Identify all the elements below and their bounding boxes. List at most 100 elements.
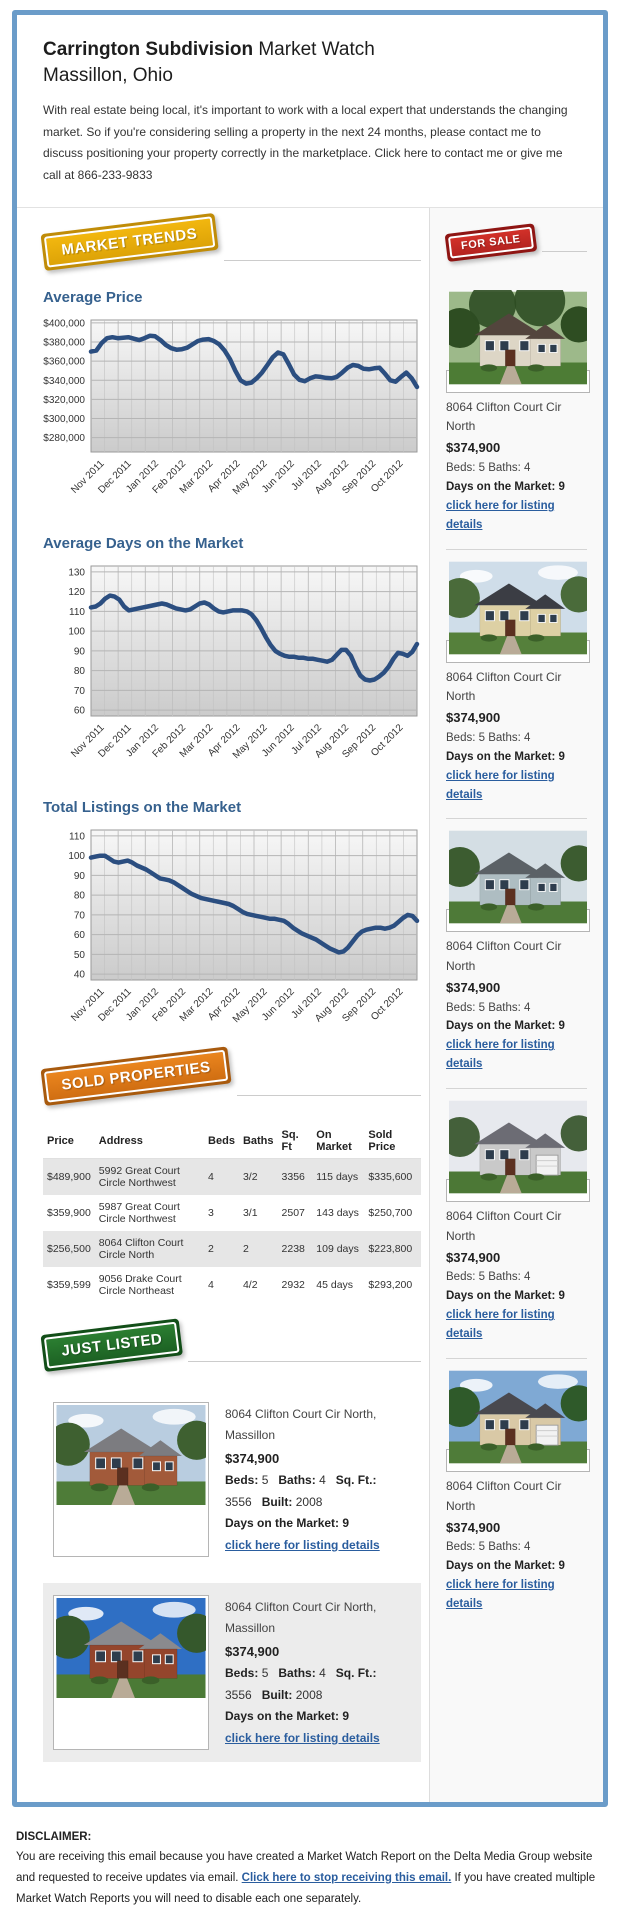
email-page: Carrington Subdivision Market Watch Mass… <box>0 10 620 1929</box>
svg-text:70: 70 <box>74 910 86 921</box>
beds-baths: Beds: 5 Baths: 4 <box>446 461 531 474</box>
svg-text:$320,000: $320,000 <box>43 395 85 406</box>
listing-details: 8064 Clifton Court Cir North $374,900 Be… <box>446 937 587 1074</box>
cell-sold-price: $293,200 <box>368 1278 413 1291</box>
page-title: Carrington Subdivision Market Watch Mass… <box>43 37 577 88</box>
just-listed-header: JUST LISTED <box>40 1317 421 1374</box>
cell-beds: 3 <box>208 1206 214 1219</box>
for-sale-listing: 8064 Clifton Court Cir North $374,900 Be… <box>439 1359 597 1628</box>
cell-on-market: 45 days <box>316 1278 354 1291</box>
days-on-market: Days on the Market: 9 <box>446 1020 565 1033</box>
table-row: $359,900 5987 Great Court Circle Northwe… <box>43 1195 421 1231</box>
report-header: Carrington Subdivision Market Watch Mass… <box>17 15 603 207</box>
table-row: $256,500 8064 Clifton Court Circle North… <box>43 1230 421 1267</box>
title-suffix: Market Watch <box>253 39 375 60</box>
property-photo <box>439 1370 597 1473</box>
listing-address: 8064 Clifton Court Cir North <box>446 939 562 974</box>
table-row: $359,599 9056 Drake Court Circle Northea… <box>43 1267 421 1303</box>
days-on-market: Days on the Market: 9 <box>225 1516 350 1531</box>
listing-details-link[interactable]: click here for listing details <box>446 1039 555 1071</box>
col-beds: Beds <box>204 1123 239 1159</box>
svg-text:40: 40 <box>74 969 86 980</box>
listing-details-link[interactable]: click here for listing details <box>446 1309 555 1341</box>
svg-text:120: 120 <box>68 587 85 598</box>
sqft-label: Sq. Ft.: <box>335 1666 377 1681</box>
beds-label: Beds: <box>225 1666 259 1681</box>
cell-baths: 3/2 <box>238 1158 278 1195</box>
sold-properties-table: Price Address Beds Baths Sq. Ft On Marke… <box>43 1123 421 1303</box>
svg-text:80: 80 <box>74 890 86 901</box>
beds-baths: Beds: 5 Baths: 4 <box>446 731 531 744</box>
svg-text:80: 80 <box>74 666 86 677</box>
col-address: Address <box>94 1123 205 1159</box>
baths-label: Baths: <box>278 1473 316 1488</box>
property-photo <box>439 561 597 663</box>
report-frame: Carrington Subdivision Market Watch Mass… <box>12 10 608 1807</box>
average-days-title: Average Days on the Market <box>43 534 244 552</box>
average-price-title: Average Price <box>43 288 143 306</box>
listing-details-link[interactable]: click here for listing details <box>225 1538 380 1553</box>
divider <box>237 1094 421 1096</box>
property-photo <box>46 1401 217 1557</box>
cell-address: 5992 Great Court Circle Northwest <box>94 1158 205 1195</box>
svg-text:130: 130 <box>68 567 85 578</box>
for-sale-listing: 8064 Clifton Court Cir North $374,900 Be… <box>439 550 597 820</box>
beds-baths: Beds: 5 Baths: 4 <box>446 1541 531 1554</box>
total-listings-chart-block: Total Listings on the Market 110 100 90 80 7… <box>43 799 421 1049</box>
just-listed-item: 8064 Clifton Court Cir North, Massillon … <box>43 1390 421 1569</box>
cell-sold-price: $223,800 <box>364 1230 421 1267</box>
total-listings-chart: 110 100 90 80 70 60 50 40 Nov 2011 Dec 2011 Jan 20… <box>43 824 421 1049</box>
listing-price: $374,900 <box>225 1643 280 1659</box>
listing-details: 8064 Clifton Court Cir North $374,900 Be… <box>446 398 587 535</box>
sqft-value: 3556 <box>225 1494 252 1509</box>
cell-address: 5987 Great Court Circle Northwest <box>98 1200 180 1225</box>
average-price-chart-block: Average Price $400,000 $380,000 $360,000 $3… <box>43 289 421 521</box>
sold-properties-label: SOLD PROPERTIES <box>43 1049 229 1103</box>
listing-price: $374,900 <box>225 1450 280 1466</box>
unsubscribe-link[interactable]: Click here to stop receiving this email. <box>241 1871 452 1884</box>
listing-details-link[interactable]: click here for listing details <box>225 1730 380 1745</box>
cell-price: $359,599 <box>47 1278 91 1291</box>
beds-baths: Beds: 5 Baths: 4 <box>446 1271 531 1284</box>
just-listed-stamp: JUST LISTED <box>40 1317 184 1372</box>
svg-text:$380,000: $380,000 <box>43 337 85 348</box>
days-on-market: Days on the Market: 9 <box>446 480 565 493</box>
listing-address: 8064 Clifton Court Cir North <box>446 1479 562 1514</box>
svg-text:110: 110 <box>69 831 85 842</box>
for-sale-stamp: FOR SALE <box>444 222 537 262</box>
cell-baths: 4/2 <box>242 1278 258 1291</box>
days-on-market: Days on the Market: 9 <box>225 1709 350 1724</box>
property-photo <box>439 831 597 933</box>
for-sale-listing: 8064 Clifton Court Cir North $374,900 Be… <box>439 819 597 1090</box>
svg-text:60: 60 <box>74 930 86 941</box>
built-value: 2008 <box>295 1687 323 1702</box>
table-row: $489,900 5992 Great Court Circle Northwe… <box>43 1158 421 1195</box>
listing-address: 8064 Clifton Court Cir North <box>446 399 562 434</box>
market-trends-label: MARKET TRENDS <box>43 216 215 268</box>
svg-text:$400,000: $400,000 <box>43 318 85 329</box>
baths-value: 4 <box>319 1666 326 1681</box>
cell-price: $489,900 <box>43 1158 95 1195</box>
listing-details-link[interactable]: click here for listing details <box>446 499 555 531</box>
cell-on-market: 109 days <box>312 1230 365 1267</box>
beds-label: Beds: <box>225 1473 259 1488</box>
beds-value: 5 <box>261 1473 269 1488</box>
cell-address: 8064 Clifton Court Circle North <box>94 1230 205 1267</box>
listing-details-link[interactable]: click here for listing details <box>446 769 555 801</box>
sold-properties-header: SOLD PROPERTIES <box>40 1046 421 1108</box>
baths-label: Baths: <box>278 1666 316 1681</box>
listing-price: $374,900 <box>446 1519 501 1535</box>
for-sale-sidebar: FOR SALE 8064 Clifton Court Cir North $3… <box>429 207 603 1802</box>
svg-text:$300,000: $300,000 <box>43 414 85 425</box>
svg-text:$280,000: $280,000 <box>43 433 85 444</box>
beds-value: 5 <box>261 1666 269 1681</box>
divider <box>223 259 421 261</box>
cell-price: $359,900 <box>47 1206 91 1219</box>
disclaimer-heading: DISCLAIMER: <box>16 1830 92 1843</box>
just-listed-item: 8064 Clifton Court Cir North, Massillon … <box>43 1582 421 1762</box>
disclaimer: DISCLAIMER: You are receiving this email… <box>0 1817 620 1929</box>
divider <box>188 1360 421 1362</box>
listing-details-link[interactable]: click here for listing details <box>446 1579 555 1611</box>
cell-sqft: 3356 <box>277 1158 313 1195</box>
intro-paragraph: With real estate being local, it's impor… <box>43 103 568 183</box>
